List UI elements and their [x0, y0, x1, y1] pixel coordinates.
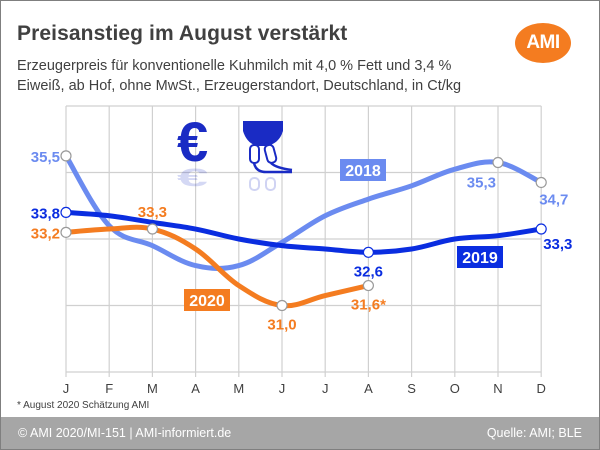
- footnote: * August 2020 Schätzung AMI: [17, 400, 150, 411]
- x-tick-label: A: [364, 381, 373, 396]
- data-point-2020: [362, 279, 374, 292]
- data-points: [60, 150, 547, 312]
- milking-machine-icon: [243, 121, 293, 191]
- data-point-2020: [276, 299, 288, 312]
- x-tick-label: S: [407, 381, 416, 396]
- decorative-icons: € €: [177, 110, 293, 191]
- data-labels: 35,5 35,3 34,7 33,8 32,6 33,3 33,2 33,3 31,0 31,6…: [31, 149, 573, 334]
- series-lines: [63, 153, 544, 309]
- series-line-2019: [63, 209, 544, 255]
- legend-label-2019: 2019: [462, 250, 498, 267]
- data-label-2020: 31,0: [267, 317, 296, 334]
- data-label-2019: 32,6: [354, 263, 383, 280]
- x-tick-label: M: [233, 381, 244, 396]
- data-label-2018: 35,3: [467, 175, 496, 192]
- svg-text:€: €: [177, 110, 208, 173]
- data-label-2019: 33,8: [31, 205, 60, 222]
- x-tick-label: D: [537, 381, 546, 396]
- source-text: Quelle: AMI; BLE: [486, 426, 582, 440]
- data-point-2020: [60, 226, 72, 238]
- svg-text:€: €: [177, 162, 208, 190]
- euro-icon: € €: [177, 110, 208, 190]
- series-legends: 2018 2019 2020: [184, 159, 503, 311]
- x-tick-label: J: [322, 381, 329, 396]
- legend-box-2020: [184, 289, 230, 311]
- ami-logo: AMI: [515, 23, 571, 63]
- data-point-2018: [492, 156, 504, 169]
- x-tick-label: A: [191, 381, 200, 396]
- legend-label-2020: 2020: [189, 293, 225, 310]
- data-label-2019: 33,3: [543, 236, 572, 253]
- subtitle-line-2: Eiweiß, ab Hof, ohne MwSt., Erzeugerstan…: [17, 78, 462, 94]
- series-line-2018: [63, 153, 544, 272]
- subtitle-line-1: Erzeugerpreis für konventionelle Kuhmilc…: [17, 58, 452, 74]
- x-tick-label: N: [493, 381, 502, 396]
- data-label-2020: 33,3: [138, 204, 167, 221]
- copyright-text: © AMI 2020/MI-151 | AMI-informiert.de: [18, 426, 232, 440]
- data-point-2018: [535, 176, 547, 189]
- footer-bar: © AMI 2020/MI-151 | AMI-informiert.de Qu…: [1, 417, 599, 449]
- legend-label-2018: 2018: [345, 163, 381, 180]
- data-label-2018: 34,7: [539, 191, 568, 208]
- x-tick-label: F: [105, 381, 113, 396]
- data-label-2018: 35,5: [31, 149, 60, 166]
- chart-title: Preisanstieg im August verstärkt: [17, 22, 348, 45]
- data-point-2018: [60, 150, 72, 162]
- legend-box-2018: [340, 159, 386, 181]
- data-label-2020: 31,6*: [351, 297, 386, 314]
- chart-subtitle: Erzeugerpreis für konventionelle Kuhmilc…: [17, 56, 497, 96]
- data-point-2019: [535, 223, 547, 235]
- series-line-2020: [63, 224, 371, 309]
- data-point-2019: [362, 246, 374, 258]
- x-tick-label: J: [63, 381, 70, 396]
- line-chart: € € 35,5 35,3 34,7 33,8 32,6 33,3 33,2 33,3 31,0…: [31, 105, 573, 396]
- x-tick-label: M: [147, 381, 158, 396]
- data-label-2020: 33,2: [31, 225, 60, 242]
- x-tick-label: J: [279, 381, 286, 396]
- x-tick-label: O: [450, 381, 460, 396]
- legend-box-2019: [457, 246, 503, 268]
- data-point-2020: [146, 223, 158, 235]
- data-point-2019: [60, 206, 72, 218]
